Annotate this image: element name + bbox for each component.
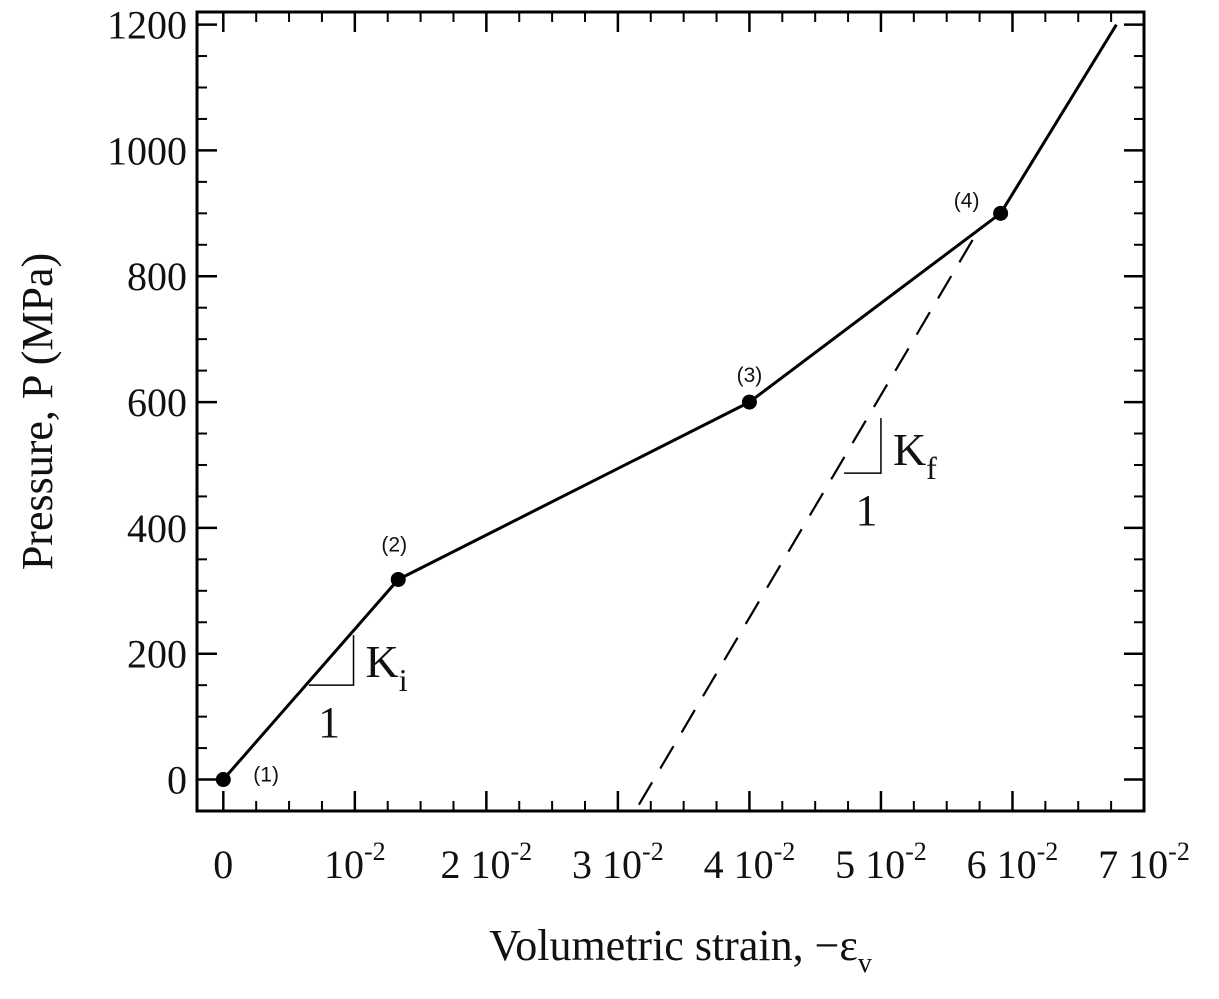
data-point-marker [390, 571, 406, 587]
x-tick-mantissa: 0 [213, 842, 233, 887]
x-tick-exponent: -2 [774, 837, 796, 866]
slope-subscript: i [399, 662, 408, 698]
y-tick-label: 200 [127, 632, 187, 677]
x-tick-mantissa: 5 10 [835, 842, 905, 887]
slope-symbol-label: Ki [366, 636, 408, 698]
y-tick-label: 400 [127, 506, 187, 551]
x-tick-label: 0 [213, 842, 233, 887]
slope-symbol-label: Kf [893, 424, 937, 486]
slope-symbol: K [893, 424, 926, 475]
x-tick-label: 6 10-2 [967, 837, 1059, 887]
plot-frame [195, 10, 1146, 813]
series-layer [222, 23, 1118, 806]
x-tick-mantissa: 3 10 [572, 842, 642, 887]
x-tick-mantissa: 10 [324, 842, 364, 887]
data-point-label: (2) [381, 533, 407, 556]
loading-curve-line [222, 23, 1118, 781]
data-point-label: (3) [737, 364, 763, 387]
x-tick-mantissa: 4 10 [704, 842, 774, 887]
x-tick-label: 10-2 [324, 837, 386, 887]
x-tick-exponent: -2 [642, 837, 664, 866]
x-tick-label: 2 10-2 [441, 837, 533, 887]
x-axis-title-subscript: v [858, 948, 872, 979]
x-tick-label: 4 10-2 [704, 837, 796, 887]
x-tick-exponent: -2 [905, 837, 927, 866]
y-tick-label: 600 [127, 380, 187, 425]
y-tick-label: 1200 [107, 3, 187, 48]
x-tick-mantissa: 7 10 [1098, 842, 1168, 887]
x-tick-exponent: -2 [511, 837, 533, 866]
data-point-marker [215, 772, 231, 788]
x-tick-label: 7 10-2 [1098, 837, 1190, 887]
slope-run-label: 1 [318, 698, 340, 747]
slope-run-label: 1 [856, 486, 878, 535]
x-tick-mantissa: 2 10 [441, 842, 511, 887]
slope-symbol: K [366, 636, 399, 687]
data-point-label: (4) [954, 189, 980, 212]
x-tick-label: 3 10-2 [572, 837, 664, 887]
y-tick-label: 800 [127, 254, 187, 299]
data-point-marker [993, 205, 1009, 221]
axis-ticks [197, 12, 1146, 812]
x-tick-exponent: -2 [1037, 837, 1059, 866]
x-axis-title: Volumetric strain, −εv [489, 921, 872, 979]
dashed-unloading-line [637, 225, 982, 806]
slope-triangle [844, 418, 882, 474]
slope-subscript: f [926, 450, 937, 486]
y-tick-label: 0 [167, 758, 187, 803]
slope-triangle [308, 635, 355, 686]
y-axis-title: Pressure, P (MPa) [13, 253, 62, 570]
data-points: (1) (2) (3) (4) [215, 189, 1009, 788]
x-tick-label: 5 10-2 [835, 837, 927, 887]
x-tick-exponent: -2 [364, 837, 386, 866]
x-tick-exponent: -2 [1168, 837, 1190, 866]
data-point-label: (1) [253, 764, 279, 787]
x-axis-title-text: Volumetric strain, −ε [489, 921, 858, 970]
data-point-marker [741, 394, 757, 410]
y-tick-label: 1000 [107, 128, 187, 173]
x-tick-mantissa: 6 10 [967, 842, 1037, 887]
